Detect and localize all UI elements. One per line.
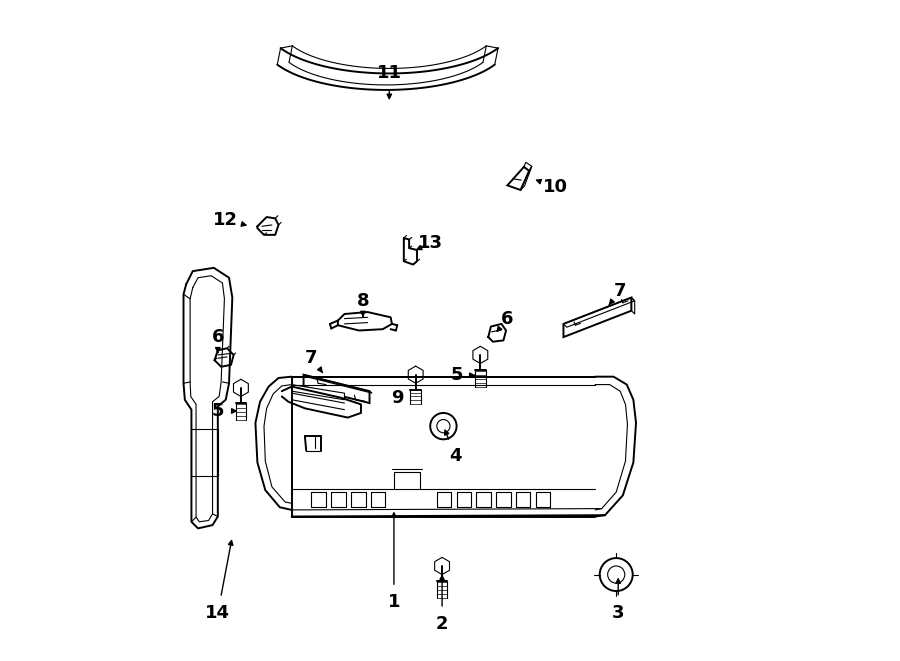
Text: 6: 6 — [501, 309, 514, 328]
Circle shape — [436, 420, 450, 433]
Text: 4: 4 — [449, 447, 462, 465]
Text: 8: 8 — [356, 292, 369, 310]
Circle shape — [430, 413, 456, 440]
Text: 12: 12 — [213, 211, 238, 229]
Text: 9: 9 — [391, 389, 403, 407]
Polygon shape — [292, 385, 345, 400]
Text: 13: 13 — [418, 235, 443, 253]
Text: 11: 11 — [377, 64, 401, 82]
Circle shape — [599, 558, 633, 591]
Text: 5: 5 — [450, 366, 463, 384]
Text: 7: 7 — [614, 282, 626, 300]
Text: 3: 3 — [612, 603, 625, 622]
Text: 10: 10 — [543, 178, 568, 196]
Text: 7: 7 — [305, 349, 318, 368]
Text: 5: 5 — [212, 402, 224, 420]
Text: 14: 14 — [205, 603, 230, 622]
Text: 6: 6 — [212, 328, 224, 346]
Circle shape — [608, 566, 625, 583]
Text: 1: 1 — [388, 594, 400, 611]
Text: 2: 2 — [436, 615, 448, 633]
